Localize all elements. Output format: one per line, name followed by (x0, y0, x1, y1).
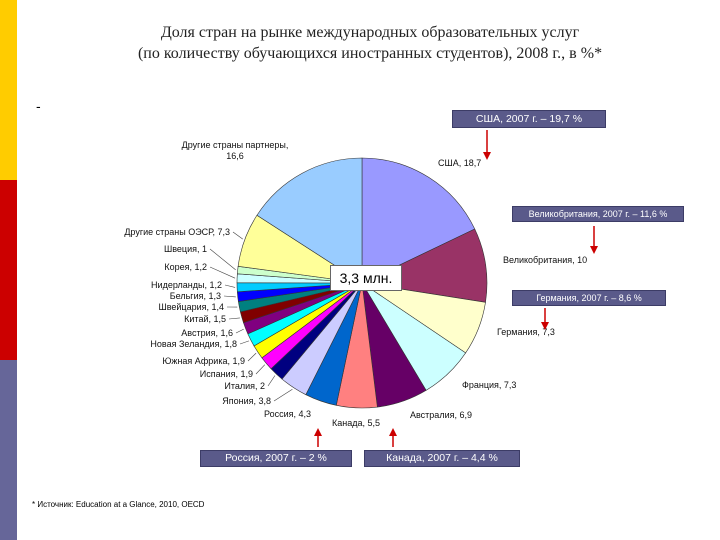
pie-slice-другие-страны-партнеры (256, 157, 363, 284)
slice-label-германия: Германия, 7,3 (497, 327, 555, 337)
pie-slice-сша (361, 157, 476, 284)
leader-line (239, 340, 250, 345)
source-note: * Источник: Education at a Glance, 2010,… (32, 500, 205, 509)
leader-line (209, 248, 236, 271)
slice-label-великобритания: Великобритания, 10 (503, 255, 587, 265)
callout-canada: Канада, 2007 г. – 4,4 % (364, 450, 520, 467)
callout-arrow (590, 226, 598, 254)
title-line-1: Доля стран на рынке международных образо… (160, 24, 580, 41)
title-line-2: (по количеству обучающихся иностранных с… (137, 45, 603, 62)
slice-label-сша: США, 18,7 (438, 158, 481, 168)
leader-line (232, 231, 243, 240)
slice-label-корея: Корея, 1,2 (164, 262, 207, 272)
slice-label-швейцария: Швейцария, 1,4 (158, 302, 224, 312)
slice-label-другие-страны-партнеры: Другие страны партнеры, 16,6 (182, 140, 289, 161)
slice-label-швеция: Швеция, 1 (164, 244, 207, 254)
leader-line (267, 375, 276, 387)
bullet-dash: - (36, 98, 41, 114)
slice-label-япония: Япония, 3,8 (222, 396, 271, 406)
slice-label-россия: Россия, 4,3 (264, 409, 311, 419)
callout-arrow (389, 428, 397, 447)
leader-line (235, 328, 244, 334)
slice-label-другие-страны-оэср: Другие страны ОЭСР, 7,3 (124, 227, 230, 237)
callout-arrow (483, 130, 491, 160)
slice-label-канада: Канада, 5,5 (332, 418, 380, 428)
slice-label-южная-африка: Южная Африка, 1,9 (162, 356, 245, 366)
callout-usa: США, 2007 г. – 19,7 % (452, 110, 606, 128)
callout-arrow (541, 308, 549, 330)
page-title: Доля стран на рынке международных образо… (30, 22, 710, 64)
leader-line (255, 364, 266, 375)
callout-russia: Россия, 2007 г. – 2 % (200, 450, 352, 467)
stripe-blue (0, 360, 17, 540)
slice-label-бельгия: Бельгия, 1,3 (170, 291, 221, 301)
leader-line (228, 317, 240, 320)
slice-label-новая-зеландия: Новая Зеландия, 1,8 (150, 339, 237, 349)
leader-line (273, 388, 293, 402)
callout-germany: Германия, 2007 г. – 8,6 % (512, 290, 666, 306)
slice-label-франция: Франция, 7,3 (462, 380, 516, 390)
center-total-label: 3,3 млн. (330, 265, 402, 291)
slice-label-австрия: Австрия, 1,6 (181, 328, 233, 338)
stripe-yellow (0, 0, 17, 180)
leader-line (223, 295, 236, 298)
callout-arrow (314, 428, 322, 447)
slice-label-испания: Испания, 1,9 (200, 369, 253, 379)
slice-label-австралия: Австралия, 6,9 (410, 410, 472, 420)
callout-uk: Великобритания, 2007 г. – 11,6 % (512, 206, 684, 222)
leader-line (247, 352, 257, 362)
slice-label-италия: Италия, 2 (224, 381, 265, 391)
leader-line (209, 266, 236, 279)
stripe-red (0, 180, 17, 360)
slice-label-нидерланды: Нидерланды, 1,2 (151, 280, 222, 290)
leader-line (224, 284, 236, 288)
slice-label-китай: Китай, 1,5 (184, 314, 226, 324)
